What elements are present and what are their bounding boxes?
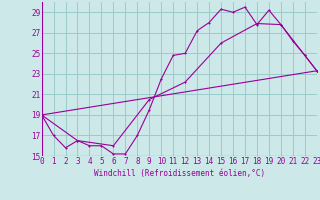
X-axis label: Windchill (Refroidissement éolien,°C): Windchill (Refroidissement éolien,°C) xyxy=(94,169,265,178)
